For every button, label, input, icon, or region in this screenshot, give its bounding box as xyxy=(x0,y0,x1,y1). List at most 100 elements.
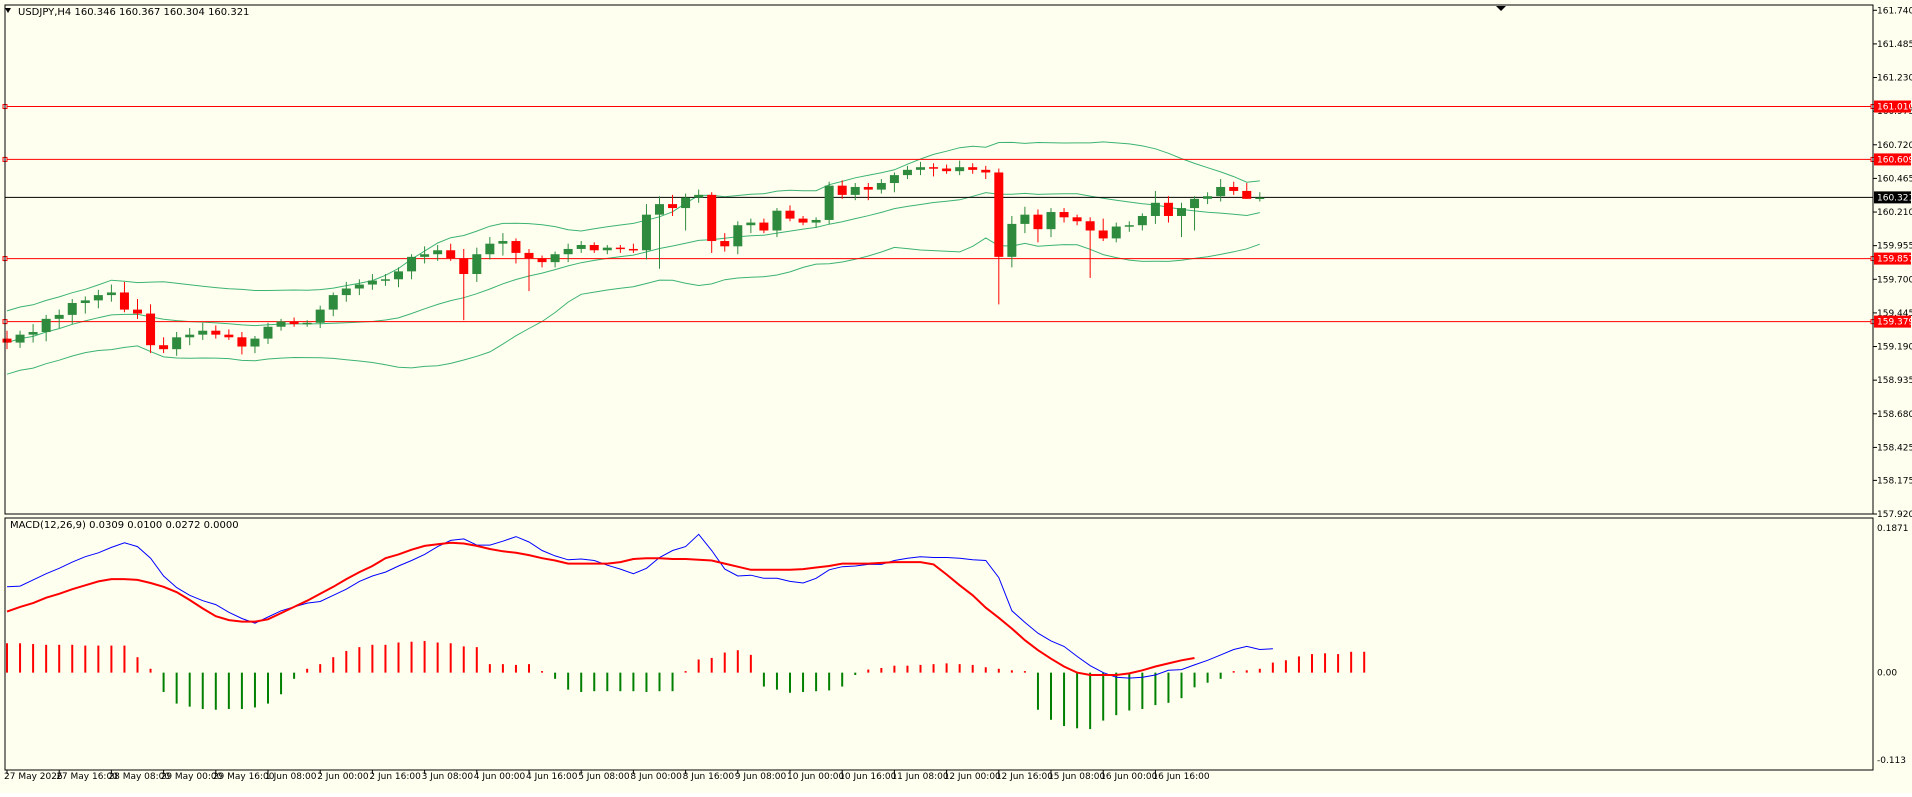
candle-body xyxy=(772,210,782,231)
candle xyxy=(720,233,730,252)
candle-body xyxy=(1098,230,1108,239)
candle xyxy=(211,325,221,339)
candle xyxy=(1111,222,1121,243)
candle xyxy=(942,164,952,174)
bb-upper-line xyxy=(6,141,1260,312)
candle xyxy=(1242,183,1252,199)
candle-body xyxy=(67,303,77,315)
candle xyxy=(707,192,717,253)
candle-body xyxy=(1007,223,1017,257)
candle xyxy=(837,180,847,199)
candle xyxy=(511,238,521,264)
candle xyxy=(354,279,364,296)
candle xyxy=(1046,208,1056,238)
candle xyxy=(1190,196,1200,231)
candle xyxy=(863,183,873,201)
candle-body xyxy=(785,210,795,219)
candle xyxy=(341,281,351,302)
candle xyxy=(524,248,534,292)
candle xyxy=(237,332,247,355)
candle xyxy=(263,322,273,344)
time-tick-label: 12 Jun 16:00 xyxy=(996,772,1053,782)
candle xyxy=(446,243,456,261)
price-tick-label: 159.955 xyxy=(1877,242,1912,252)
candle-body xyxy=(942,168,952,172)
candle xyxy=(198,322,208,340)
candle xyxy=(159,337,169,354)
candle xyxy=(537,255,547,268)
candle-body xyxy=(655,204,664,215)
price-tick-label: 158.680 xyxy=(1877,410,1912,420)
shift-marker-icon[interactable] xyxy=(1496,6,1506,11)
candle-body xyxy=(328,295,338,310)
candle xyxy=(146,304,156,354)
candle-body xyxy=(237,337,247,347)
current-price-tag xyxy=(1874,191,1911,204)
candle-body xyxy=(602,247,612,251)
candle-body xyxy=(485,243,495,255)
time-tick-label: 9 Jun 08:00 xyxy=(735,772,787,782)
candle-body xyxy=(550,254,560,263)
candle xyxy=(54,309,64,329)
candle xyxy=(1255,192,1265,202)
candle-body xyxy=(1163,202,1173,216)
candle xyxy=(772,208,782,238)
level-price-tag xyxy=(1874,315,1911,328)
candle-body xyxy=(733,225,743,247)
macd-header: MACD(12,26,9) 0.0309 0.0100 0.0272 0.000… xyxy=(10,520,239,531)
candle xyxy=(550,251,560,268)
candle-body xyxy=(641,214,651,251)
candle-body xyxy=(615,247,625,250)
candle xyxy=(472,247,482,282)
candle xyxy=(733,221,743,255)
level-price-label: 159.857 xyxy=(1877,255,1912,265)
candle xyxy=(1137,213,1147,231)
candle-body xyxy=(798,218,808,223)
candle-body xyxy=(459,258,469,275)
candle-body xyxy=(407,256,417,272)
candle-body xyxy=(2,338,12,343)
candle-body xyxy=(224,334,234,338)
candle xyxy=(459,248,469,321)
candle xyxy=(2,330,12,350)
candle-body xyxy=(394,271,403,280)
candle xyxy=(302,320,312,327)
candle-body xyxy=(1177,208,1186,216)
level-price-tag xyxy=(1874,252,1911,265)
candle xyxy=(367,274,377,290)
candle-body xyxy=(981,169,991,173)
candle-body xyxy=(380,279,390,281)
candle-body xyxy=(628,248,638,251)
time-tick-label: 4 Jun 16:00 xyxy=(526,772,578,782)
level-price-label: 160.609 xyxy=(1877,155,1912,165)
candle xyxy=(968,163,978,174)
time-tick-label: 16 Jun 00:00 xyxy=(1100,772,1157,782)
candle-body xyxy=(694,194,704,198)
price-tick-label: 161.485 xyxy=(1877,40,1912,50)
candle-body xyxy=(185,334,195,338)
candle xyxy=(289,317,299,327)
candle xyxy=(929,163,939,177)
candle xyxy=(824,181,834,224)
price-tick-label: 157.920 xyxy=(1877,510,1912,520)
time-tick-label: 2 Jun 16:00 xyxy=(369,772,421,782)
macd-tick-label: 0.00 xyxy=(1877,669,1897,679)
candle-body xyxy=(850,186,860,195)
time-tick-label: 28 May 08:00 xyxy=(108,772,170,782)
candle-body xyxy=(106,292,116,296)
time-tick-label: 8 Jun 00:00 xyxy=(630,772,682,782)
chart-menu-icon[interactable] xyxy=(5,8,11,13)
signal-line xyxy=(6,541,1195,676)
candle-body xyxy=(1229,186,1239,191)
price-tick-label: 158.425 xyxy=(1877,443,1912,453)
candle-body xyxy=(1190,198,1200,209)
macd-tick-label: -0.113 xyxy=(1877,756,1906,766)
candle xyxy=(119,281,129,313)
candle-body xyxy=(446,250,456,259)
candle-body xyxy=(263,326,273,339)
candle xyxy=(407,254,417,280)
candle-body xyxy=(1137,215,1147,226)
candle xyxy=(994,168,1004,305)
